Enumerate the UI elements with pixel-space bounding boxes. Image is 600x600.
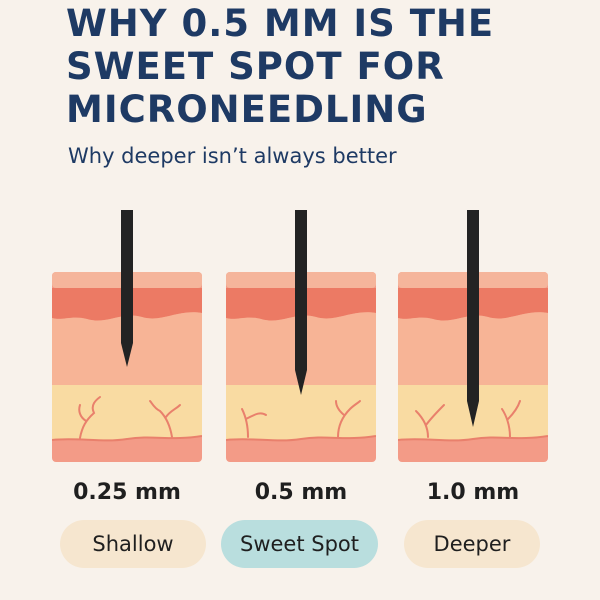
needle-icon [121, 210, 133, 367]
depth-label-deeper: 1.0 mm [426, 480, 520, 505]
vessel-line [52, 435, 202, 442]
vessel-line [226, 435, 376, 442]
fat-layer [52, 385, 202, 441]
vessel-branch [149, 400, 181, 438]
badge-shallow: Shallow [60, 520, 206, 568]
title-line-1: WHY 0.5 MM IS THE [66, 2, 495, 45]
badge-sweet-spot: Sweet Spot [221, 520, 378, 568]
skin-cross-section [52, 210, 202, 462]
skin-panel-shallow [52, 205, 202, 470]
skin-panel-sweet-spot [226, 205, 376, 470]
skin-cross-section [398, 210, 548, 462]
depth-label-sweet-spot: 0.5 mm [254, 480, 348, 505]
badge-deeper: Deeper [404, 520, 540, 568]
needle-icon [295, 210, 307, 395]
skin-cross-section [226, 210, 376, 462]
skin-panel-deeper [398, 205, 548, 470]
vessel-branch [415, 404, 445, 438]
title-line-2: SWEET SPOT FOR [66, 45, 445, 88]
vessel-branch [241, 408, 267, 438]
vessel-branch [78, 396, 101, 439]
title-line-3: MICRONEEDLING [66, 88, 428, 131]
depth-label-shallow: 0.25 mm [73, 480, 181, 505]
vessel-branch [335, 400, 361, 438]
vessel-branch [501, 400, 521, 438]
needle-icon [467, 210, 479, 427]
page-subtitle: Why deeper isn’t always better [68, 144, 397, 168]
page-title: WHY 0.5 MM IS THE SWEET SPOT FOR MICRONE… [66, 2, 586, 131]
vessel-line [398, 435, 548, 442]
